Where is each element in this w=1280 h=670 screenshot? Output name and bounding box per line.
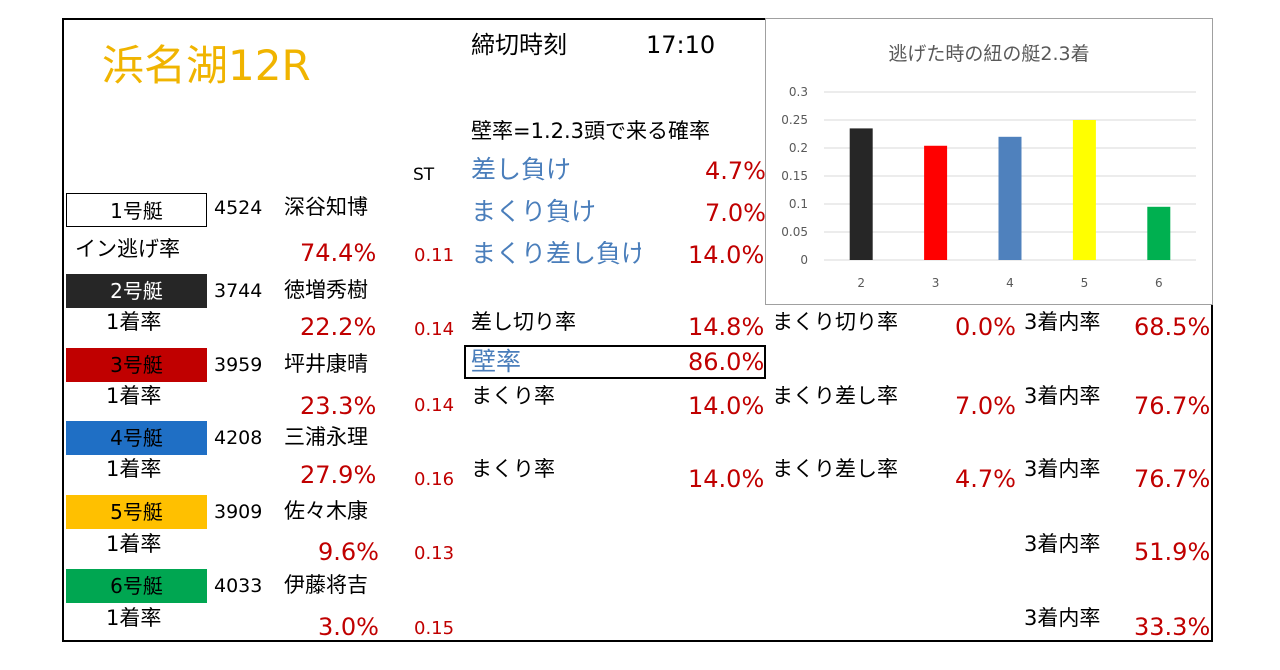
- boat-3-makuri: 14.0%: [688, 392, 765, 420]
- chart-ytick-label: 0.2: [789, 141, 808, 155]
- rate-value-makurisashimake: 14.0%: [688, 241, 765, 269]
- chart-ytick-label: 0.05: [781, 225, 808, 239]
- chart-bar-2: [849, 128, 873, 260]
- boat-4-makuri-label: まくり率: [471, 457, 555, 481]
- boat-5-label: 5号艇: [66, 495, 207, 529]
- boat-1-label: 1号艇: [66, 193, 207, 227]
- boat-3-name: 坪井康晴: [284, 352, 368, 376]
- boat-3-makuri-label: まくり率: [471, 384, 555, 408]
- chart-title: 逃げた時の紐の艇2.3着: [888, 43, 1089, 65]
- boat-2-rate-label: 1着率: [106, 310, 162, 334]
- wall-rate-box: [464, 345, 766, 379]
- boat-4-makuri: 14.0%: [688, 465, 765, 493]
- bar-chart: 逃げた時の紐の艇2.3着 0 0.05 0.1 0.15 0.2 0.25 0.3 2 3 4 5…: [765, 18, 1213, 305]
- wall-label: 壁率: [471, 347, 522, 376]
- boat-6-label: 6号艇: [66, 569, 207, 603]
- boat-3-makurisashi-label: まくり差し率: [772, 384, 898, 408]
- boat-2-st: 0.14: [414, 319, 455, 340]
- boat-3-label: 3号艇: [66, 348, 207, 382]
- chart-xtick-label: 3: [932, 276, 940, 290]
- deadline-label: 締切時刻: [471, 31, 567, 59]
- boat-6-rate-label: 1着率: [106, 606, 162, 630]
- boat-4-top3-label: 3着内率: [1024, 457, 1101, 481]
- chart-xtick-label: 6: [1155, 276, 1163, 290]
- boat-6-reg: 4033: [214, 575, 263, 597]
- rate-label-sashimake: 差し負け: [471, 155, 572, 184]
- wall-header: 壁率=1.2.3頭で来る確率: [471, 119, 711, 143]
- chart-bar-4: [998, 136, 1022, 260]
- boat-3-rate-label: 1着率: [106, 384, 162, 408]
- boat-4-top3: 76.7%: [1134, 465, 1211, 493]
- boat-1-rate: 74.4%: [300, 239, 377, 267]
- boat-1-rate-label: イン逃げ率: [75, 237, 180, 261]
- chart-ytick-label: 0.1: [789, 197, 808, 211]
- bar-chart-svg: 逃げた時の紐の艇2.3着 0 0.05 0.1 0.15 0.2 0.25 0.3 2 3 4 5…: [781, 43, 1196, 290]
- rate-value-sashimake: 4.7%: [705, 157, 766, 185]
- boat-2-makurikiri: 0.0%: [955, 313, 1016, 341]
- boat-2-name: 徳増秀樹: [284, 278, 368, 302]
- boat-4-label: 4号艇: [66, 421, 207, 455]
- boat-5-name: 佐々木康: [284, 499, 368, 523]
- boat-5-reg: 3909: [214, 501, 263, 523]
- boat-4-rate: 27.9%: [300, 461, 377, 489]
- boat-5-top3: 51.9%: [1134, 538, 1211, 566]
- st-label: ST: [413, 165, 435, 185]
- boat-2-sashikiri-label: 差し切り率: [471, 310, 576, 334]
- boat-3-top3: 76.7%: [1134, 392, 1211, 420]
- boat-6-name: 伊藤将吉: [284, 573, 368, 597]
- boat-2-makurikiri-label: まくり切り率: [772, 310, 898, 334]
- chart-xtick-label: 2: [857, 276, 865, 290]
- deadline-time: 17:10: [646, 31, 716, 59]
- rate-label-makurimake: まくり負け: [471, 197, 597, 226]
- rate-value-makurimake: 7.0%: [705, 199, 766, 227]
- boat-3-st: 0.14: [414, 395, 455, 416]
- boat-6-top3-label: 3着内率: [1024, 606, 1101, 630]
- boat-2-top3: 68.5%: [1134, 313, 1211, 341]
- chart-bar-6: [1147, 206, 1171, 260]
- boat-6-rate: 3.0%: [318, 613, 379, 641]
- chart-ytick-label: 0: [800, 253, 808, 267]
- chart-ytick-label: 0.3: [789, 85, 808, 99]
- chart-xtick-label: 5: [1081, 276, 1089, 290]
- chart-bar-3: [924, 145, 948, 260]
- boat-4-st: 0.16: [414, 469, 455, 490]
- race-title: 浜名湖12R: [102, 41, 311, 90]
- wall-value: 86.0%: [688, 348, 765, 376]
- boat-2-top3-label: 3着内率: [1024, 310, 1101, 334]
- chart-ytick-label: 0.15: [781, 169, 808, 183]
- boat-4-makurisashi-label: まくり差し率: [772, 457, 898, 481]
- boat-2-reg: 3744: [214, 280, 263, 302]
- boat-4-reg: 4208: [214, 427, 263, 449]
- boat-6-top3: 33.3%: [1134, 613, 1211, 641]
- boat-4-makurisashi: 4.7%: [955, 465, 1016, 493]
- boat-3-reg: 3959: [214, 354, 263, 376]
- boat-4-rate-label: 1着率: [106, 457, 162, 481]
- boat-5-rate-label: 1着率: [106, 532, 162, 556]
- sheet-frame: [62, 18, 1213, 642]
- boat-5-st: 0.13: [414, 543, 455, 564]
- boat-2-sashikiri: 14.8%: [688, 313, 765, 341]
- chart-bar-5: [1072, 120, 1096, 260]
- rate-label-makurisashimake: まくり差し負け: [471, 241, 641, 266]
- boat-2-label: 2号艇: [66, 274, 207, 308]
- boat-2-rate: 22.2%: [300, 313, 377, 341]
- boat-5-rate: 9.6%: [318, 538, 379, 566]
- chart-ytick-label: 0.25: [781, 113, 808, 127]
- boat-3-rate: 23.3%: [300, 392, 377, 420]
- boat-3-makurisashi: 7.0%: [955, 392, 1016, 420]
- chart-xtick-label: 4: [1006, 276, 1014, 290]
- boat-1-st: 0.11: [414, 245, 455, 266]
- boat-4-name: 三浦永理: [284, 425, 368, 449]
- boat-1-reg: 4524: [214, 197, 263, 219]
- boat-3-top3-label: 3着内率: [1024, 384, 1101, 408]
- boat-5-top3-label: 3着内率: [1024, 532, 1101, 556]
- boat-6-st: 0.15: [414, 618, 455, 639]
- boat-1-name: 深谷知博: [284, 195, 368, 219]
